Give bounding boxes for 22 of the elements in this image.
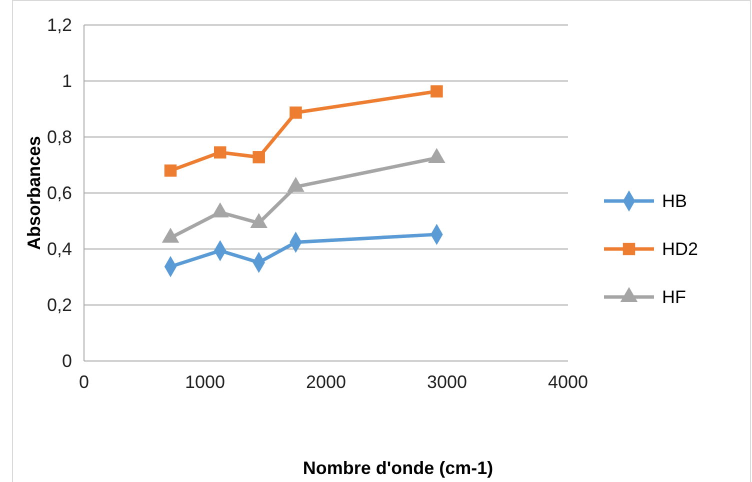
x-tick-label: 0 (78, 372, 90, 392)
point (252, 151, 265, 164)
x-tick-label: 1000 (184, 372, 226, 392)
y-tick-label: 0,4 (46, 238, 72, 259)
y-tick-label: 1 (62, 70, 72, 91)
y-tick-label: 0,6 (46, 182, 72, 203)
point (430, 85, 443, 98)
x-axis-title: Nombre d'onde (cm-1) (302, 458, 494, 478)
x-tick-label: 2000 (306, 372, 346, 392)
legend-label: HD2 (662, 239, 698, 259)
point (164, 164, 177, 177)
legend-label: HB (662, 191, 688, 211)
y-axis-title: Absorbances (24, 136, 44, 250)
x-tick-label: 3000 (426, 372, 468, 392)
legend-label: HF (662, 287, 686, 307)
y-tick-label: 1,2 (46, 14, 72, 35)
point (214, 146, 226, 159)
point (290, 106, 302, 119)
x-tick-label: 4000 (548, 372, 588, 392)
y-tick-label: 0,2 (46, 294, 72, 315)
y-tick-label: 0,8 (46, 126, 72, 147)
y-tick-label: 0 (62, 350, 72, 371)
